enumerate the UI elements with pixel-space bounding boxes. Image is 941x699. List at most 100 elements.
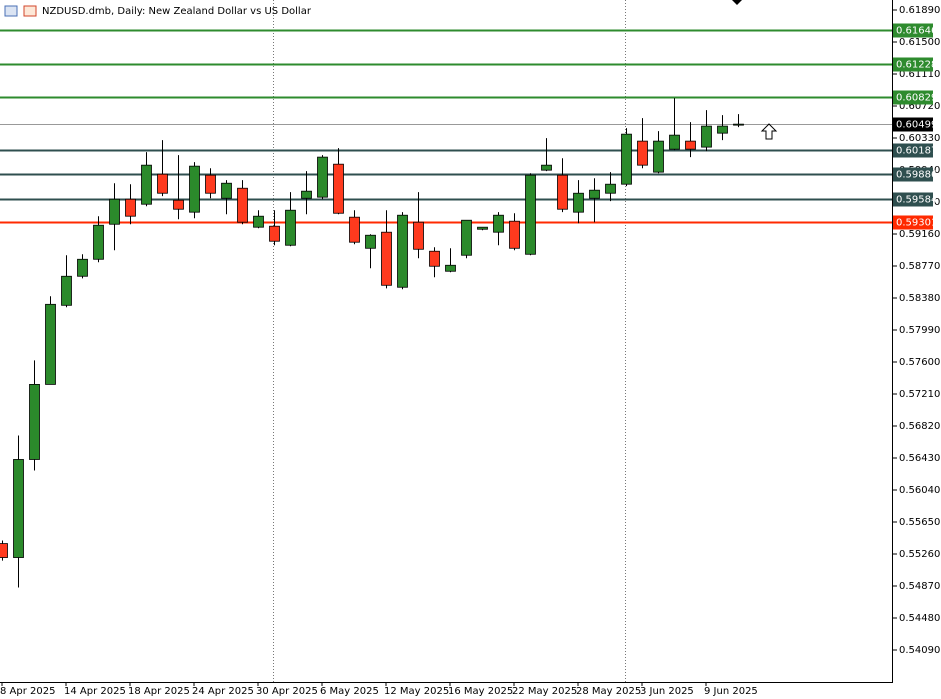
candle-body bbox=[77, 258, 88, 277]
candle-body bbox=[429, 250, 440, 267]
price-level-tag bbox=[893, 215, 933, 230]
candle-body bbox=[509, 220, 520, 249]
price-level-tag bbox=[893, 90, 933, 105]
price-level-label: 0.59886 bbox=[896, 170, 937, 181]
candle-body bbox=[589, 189, 600, 199]
x-tick-label: 12 May 2025 bbox=[384, 686, 449, 697]
x-tick-label: 18 Apr 2025 bbox=[128, 686, 190, 697]
shift-marker bbox=[732, 0, 742, 5]
x-tick-label: 28 May 2025 bbox=[576, 686, 641, 697]
candle-body bbox=[685, 140, 696, 150]
candle-body bbox=[221, 182, 232, 199]
x-tick-label: 14 Apr 2025 bbox=[64, 686, 126, 697]
candle-body bbox=[0, 543, 8, 558]
chart-title: NZDUSD.dmb, Daily: New Zealand Dollar vs… bbox=[42, 6, 312, 17]
candle-body bbox=[333, 163, 344, 214]
y-tick-label: 0.60330 bbox=[899, 133, 940, 144]
candle-body bbox=[461, 219, 472, 256]
candle-body bbox=[365, 234, 376, 249]
candle-body bbox=[189, 165, 200, 213]
price-level-tag bbox=[893, 192, 933, 207]
x-tick-label: 24 Apr 2025 bbox=[192, 686, 254, 697]
candle-body bbox=[61, 275, 72, 306]
price-level-tag bbox=[893, 57, 933, 72]
x-tick-label: 16 May 2025 bbox=[448, 686, 513, 697]
y-tick-label: 0.55260 bbox=[899, 549, 940, 560]
price-level-tag bbox=[893, 23, 933, 38]
candle-body bbox=[269, 225, 280, 242]
buy-arrow bbox=[760, 123, 778, 140]
candle-body bbox=[141, 164, 152, 205]
candle-body bbox=[13, 459, 24, 558]
candle-body bbox=[317, 156, 328, 198]
x-tick-label: 3 Jun 2025 bbox=[640, 686, 694, 697]
y-tick-label: 0.56820 bbox=[899, 421, 940, 432]
candle-body bbox=[237, 187, 248, 223]
y-tick-label: 0.58770 bbox=[899, 261, 940, 272]
y-tick-label: 0.54090 bbox=[899, 645, 940, 656]
price-level-label: 0.60499 bbox=[896, 120, 937, 131]
x-tick-label: 8 Apr 2025 bbox=[0, 686, 55, 697]
candle-body bbox=[637, 140, 648, 166]
candle-body bbox=[45, 303, 56, 385]
candle-body bbox=[701, 125, 712, 148]
y-tick-label: 0.54870 bbox=[899, 581, 940, 592]
candle-body bbox=[381, 231, 392, 286]
x-tick-label: 30 Apr 2025 bbox=[256, 686, 318, 697]
price-level-tag bbox=[893, 143, 933, 158]
candle-body bbox=[733, 123, 744, 126]
y-tick-label: 0.57600 bbox=[899, 357, 940, 368]
price-level-tag bbox=[893, 167, 933, 182]
candle-body bbox=[605, 183, 616, 194]
candle-body bbox=[109, 198, 120, 225]
candle-body bbox=[205, 174, 216, 194]
candle-body bbox=[717, 125, 728, 134]
price-level-label: 0.60187 bbox=[896, 146, 937, 157]
y-tick-label: 0.60720 bbox=[899, 101, 940, 112]
candle-body bbox=[397, 214, 408, 288]
y-tick-label: 0.61500 bbox=[899, 37, 940, 48]
x-tick-label: 22 May 2025 bbox=[512, 686, 577, 697]
price-level-label: 0.61646 bbox=[896, 26, 937, 37]
plot-area bbox=[0, 29, 893, 588]
candle-body bbox=[349, 216, 360, 243]
candle-body bbox=[525, 174, 536, 255]
candle-body bbox=[653, 140, 664, 173]
y-tick-label: 0.56430 bbox=[899, 453, 940, 464]
y-tick-label: 0.58380 bbox=[899, 293, 940, 304]
price-level-label: 0.60829 bbox=[896, 93, 937, 104]
y-tick-label: 0.61110 bbox=[899, 69, 940, 80]
candle-body bbox=[541, 164, 552, 171]
candle-body bbox=[301, 190, 312, 199]
x-tick-label: 9 Jun 2025 bbox=[704, 686, 758, 697]
y-tick-label: 0.54480 bbox=[899, 613, 940, 624]
price-level-label: 0.61228 bbox=[896, 60, 937, 71]
y-tick-label: 0.55650 bbox=[899, 517, 940, 528]
candle-body bbox=[157, 173, 168, 194]
candle-body bbox=[493, 214, 504, 233]
candle-body bbox=[93, 224, 104, 260]
y-tick-label: 0.57210 bbox=[899, 389, 940, 400]
price-level-label: 0.59301 bbox=[896, 218, 937, 229]
y-tick-label: 0.61890 bbox=[899, 5, 940, 16]
candle-body bbox=[669, 134, 680, 150]
y-tick-label: 0.57990 bbox=[899, 325, 940, 336]
candle-body bbox=[285, 209, 296, 246]
candle-body bbox=[173, 199, 184, 210]
candle-body bbox=[413, 221, 424, 250]
candle-body bbox=[253, 215, 264, 228]
candle-body bbox=[557, 174, 568, 210]
candle-body bbox=[445, 264, 456, 272]
candle-body bbox=[477, 226, 488, 230]
y-tick-label: 0.56040 bbox=[899, 485, 940, 496]
candle-body bbox=[621, 133, 632, 185]
y-tick-label: 0.59160 bbox=[899, 229, 940, 240]
x-tick-label: 6 May 2025 bbox=[320, 686, 379, 697]
price-level-tag bbox=[893, 117, 933, 132]
chart-icon bbox=[4, 5, 18, 17]
candle-body bbox=[29, 384, 40, 460]
candle-body bbox=[125, 198, 136, 217]
chart-icon bbox=[23, 5, 37, 17]
